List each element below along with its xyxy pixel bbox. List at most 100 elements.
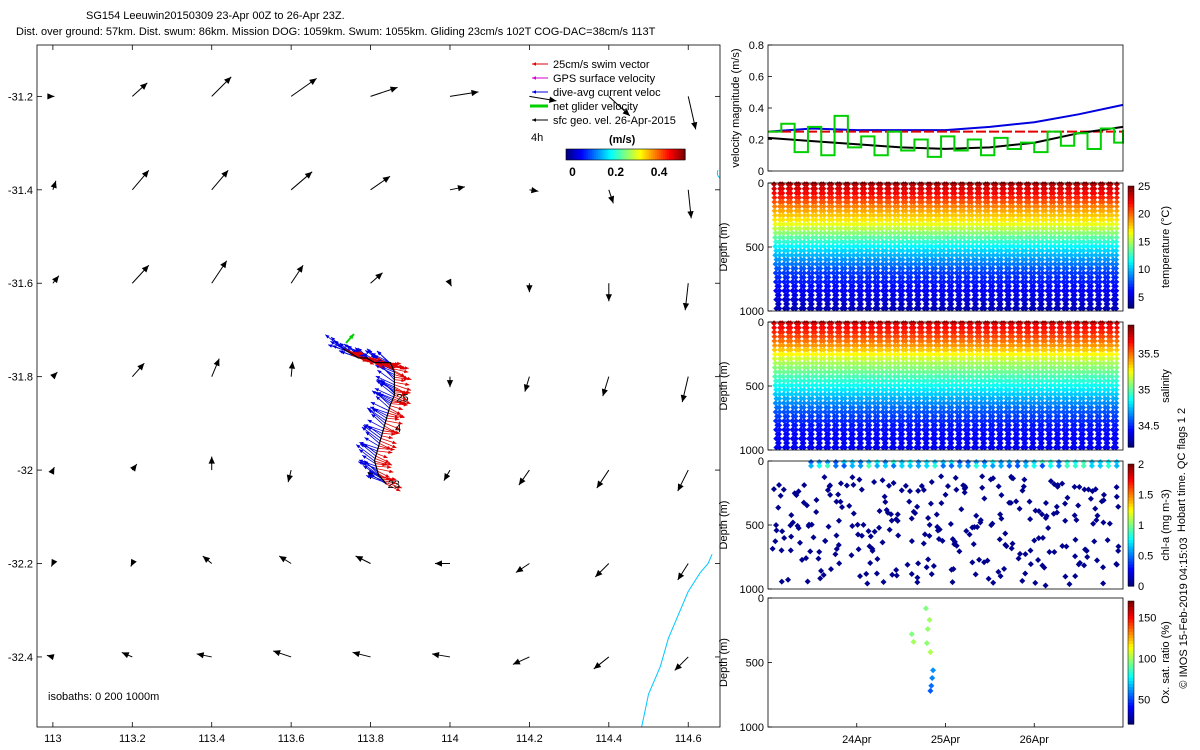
colorbar-cell [663, 149, 666, 160]
section-sample [796, 207, 803, 214]
dac-vector [376, 392, 394, 399]
section-sample [882, 301, 889, 308]
colorbar-cell [595, 149, 599, 160]
section-sample [809, 256, 816, 263]
section-sample [838, 247, 845, 254]
section-sample [886, 203, 893, 210]
section-sample [916, 203, 923, 210]
section-sample [776, 269, 783, 276]
section-sample [899, 292, 906, 299]
section-sample [792, 247, 799, 254]
section-sample [773, 296, 780, 303]
section-sample [941, 203, 948, 210]
section-sample [862, 261, 869, 268]
section-sample [772, 261, 779, 268]
section-sample [771, 199, 778, 206]
section-sample [900, 225, 907, 232]
section-sample [895, 225, 902, 232]
section-sample [833, 287, 840, 294]
section-sample [916, 216, 923, 223]
section-sample [894, 216, 901, 223]
section-sample [779, 190, 786, 197]
section-sample [784, 292, 791, 299]
section-sample [867, 243, 874, 250]
section-sample [935, 207, 942, 214]
legend-item: dive-avg current veloc [532, 87, 661, 99]
section-sample [849, 292, 856, 299]
section-sample [850, 243, 857, 250]
section-sample [932, 225, 939, 232]
section-sample [920, 243, 927, 250]
section-sample [817, 274, 824, 281]
section-sample [804, 234, 811, 241]
section-sample [916, 252, 923, 259]
section-sample [776, 283, 783, 290]
section-sample [921, 247, 928, 254]
section-sample [838, 238, 845, 245]
section-sample [883, 234, 890, 241]
section-sample [830, 296, 837, 303]
section-sample [773, 247, 780, 254]
dac-vector [367, 426, 383, 434]
colorbar-cell [659, 149, 662, 160]
section-sample [932, 287, 939, 294]
section-sample [858, 221, 865, 228]
section-sample [863, 269, 870, 276]
section-sample [821, 230, 828, 237]
section-sample [787, 207, 794, 214]
section-sample [784, 287, 791, 294]
section-sample [792, 256, 799, 263]
swim-vector [377, 450, 393, 455]
section-sample [809, 265, 816, 272]
section-sample [907, 287, 914, 294]
section-sample [785, 203, 792, 210]
section-sample [792, 238, 799, 245]
section-sample [792, 292, 799, 299]
section-sample [858, 252, 865, 259]
geo-velocity-arrow [290, 264, 304, 284]
colorbar-cell [633, 149, 637, 160]
section-sample [935, 199, 942, 206]
colorbar-cell [587, 149, 591, 160]
map-x-tick-label: 114.4 [595, 733, 622, 745]
section-sample [809, 305, 816, 312]
section-sample [845, 185, 852, 192]
geo-velocity-arrow [47, 93, 55, 100]
section-sample [826, 243, 833, 250]
section-sample [924, 225, 931, 232]
section-sample [932, 265, 939, 272]
section-sample [841, 274, 848, 281]
section-sample [784, 238, 791, 245]
section-sample [776, 265, 783, 272]
section-sample [776, 278, 783, 285]
section-sample [935, 185, 942, 192]
velocity-y-tick-label: 0.2 [749, 135, 764, 147]
section-sample [853, 194, 860, 201]
section-sample [842, 221, 849, 228]
section-sample [772, 230, 779, 237]
section-sample [919, 234, 926, 241]
section-sample [828, 190, 835, 197]
velocity-series-net-glider [768, 114, 1124, 158]
legend-swatch [532, 118, 548, 122]
section-sample [825, 256, 832, 263]
section-sample [793, 252, 800, 259]
section-sample [874, 265, 881, 272]
section-sample [928, 269, 935, 276]
section-sample [936, 212, 943, 219]
section-sample [940, 221, 947, 228]
section-sample [841, 265, 848, 272]
section-sample [785, 234, 792, 241]
section-sample [858, 261, 865, 268]
section-sample [842, 216, 849, 223]
section-sample [862, 234, 869, 241]
colorbar-cell [667, 149, 670, 160]
section-sample [886, 199, 893, 206]
section-sample [825, 287, 832, 294]
section-sample [896, 278, 903, 285]
section-sample [809, 261, 816, 268]
section-sample [907, 305, 914, 312]
section-sample [879, 221, 886, 228]
section-sample [800, 265, 807, 272]
section-sample [874, 292, 881, 299]
